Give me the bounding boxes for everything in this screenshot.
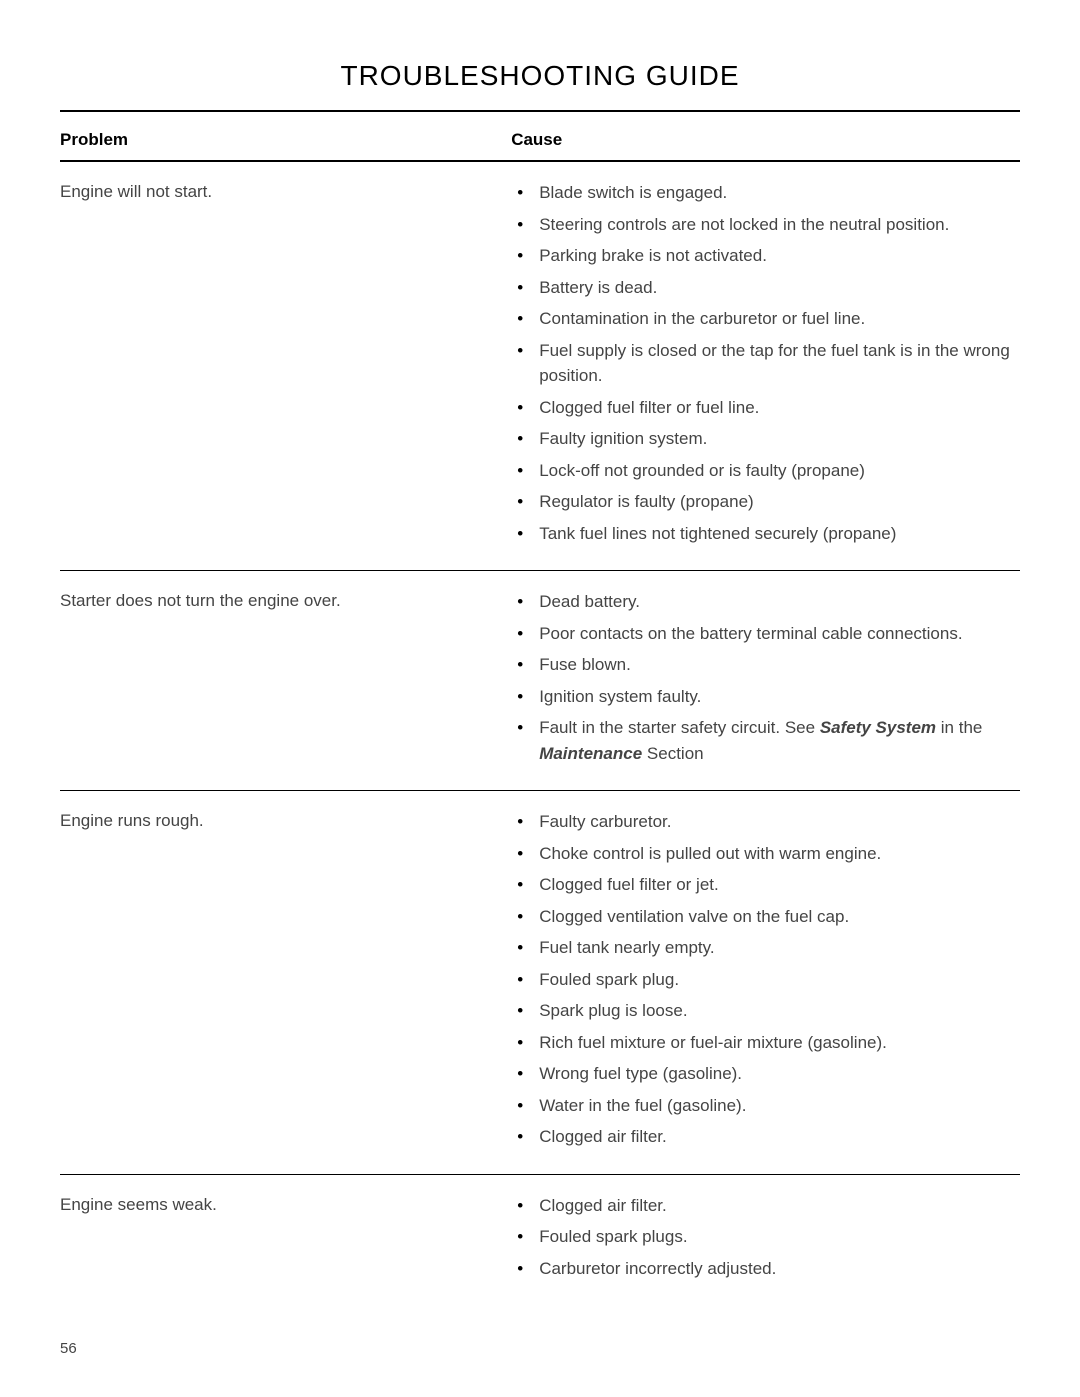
table-row: Engine seems weak.Clogged air filter. Fou… xyxy=(60,1193,1020,1306)
header-rule xyxy=(60,160,1020,162)
cause-item: Regulator is faulty (propane) xyxy=(511,489,1020,515)
cause-item: Dead battery. xyxy=(511,589,1020,615)
cause-item: Faulty carburetor. xyxy=(511,809,1020,835)
cause-item: Fault in the starter safety circuit. See… xyxy=(511,715,1020,766)
problem-cell: Engine will not start. xyxy=(60,180,511,552)
cause-item: Clogged air filter. xyxy=(511,1124,1020,1150)
cause-item: Clogged air filter. xyxy=(511,1193,1020,1219)
cause-list: Clogged air filter. Fouled spark plugs. Ca… xyxy=(511,1193,1020,1282)
cause-cell: Dead battery. Poor contacts on the batter… xyxy=(511,589,1020,772)
cause-item: Clogged fuel filter or fuel line. xyxy=(511,395,1020,421)
cause-item: Fouled spark plug. xyxy=(511,967,1020,993)
table-row: Engine runs rough.Faulty carburetor. Chok… xyxy=(60,809,1020,1174)
cause-item: Rich fuel mixture or fuel-air mixture (g… xyxy=(511,1030,1020,1056)
cause-item: Carburetor incorrectly adjusted. xyxy=(511,1256,1020,1282)
cause-item: Spark plug is loose. xyxy=(511,998,1020,1024)
cause-cell: Clogged air filter. Fouled spark plugs. Ca… xyxy=(511,1193,1020,1288)
cause-list: Faulty carburetor. Choke control is pulle… xyxy=(511,809,1020,1150)
cause-item: Steering controls are not locked in the … xyxy=(511,212,1020,238)
row-divider xyxy=(60,570,1020,571)
problem-cell: Starter does not turn the engine over. xyxy=(60,589,511,772)
cause-item: Fouled spark plugs. xyxy=(511,1224,1020,1250)
cause-item: Blade switch is engaged. xyxy=(511,180,1020,206)
page-title: TROUBLESHOOTING GUIDE xyxy=(60,60,1020,92)
cause-item: Choke control is pulled out with warm en… xyxy=(511,841,1020,867)
cause-item: Fuel tank nearly empty. xyxy=(511,935,1020,961)
cause-item: Clogged fuel filter or jet. xyxy=(511,872,1020,898)
cause-item: Fuel supply is closed or the tap for the… xyxy=(511,338,1020,389)
header-problem: Problem xyxy=(60,130,511,150)
title-rule xyxy=(60,110,1020,112)
cause-item: Battery is dead. xyxy=(511,275,1020,301)
problem-cell: Engine seems weak. xyxy=(60,1193,511,1288)
cause-item: Tank fuel lines not tightened securely (… xyxy=(511,521,1020,547)
cause-item: Parking brake is not activated. xyxy=(511,243,1020,269)
table-row: Starter does not turn the engine over.De… xyxy=(60,589,1020,790)
cause-item: Lock-off not grounded or is faulty (prop… xyxy=(511,458,1020,484)
cause-item: Water in the fuel (gasoline). xyxy=(511,1093,1020,1119)
cause-item: Poor contacts on the battery terminal ca… xyxy=(511,621,1020,647)
cause-item: Contamination in the carburetor or fuel … xyxy=(511,306,1020,332)
header-cause: Cause xyxy=(511,130,1020,150)
cause-list: Blade switch is engaged. Steering control… xyxy=(511,180,1020,546)
cause-item: Faulty ignition system. xyxy=(511,426,1020,452)
cause-item: Ignition system faulty. xyxy=(511,684,1020,710)
cause-item: Fuse blown. xyxy=(511,652,1020,678)
cause-list: Dead battery. Poor contacts on the batter… xyxy=(511,589,1020,766)
cause-item: Clogged ventilation valve on the fuel ca… xyxy=(511,904,1020,930)
problem-cell: Engine runs rough. xyxy=(60,809,511,1156)
cause-cell: Blade switch is engaged. Steering control… xyxy=(511,180,1020,552)
cause-cell: Faulty carburetor. Choke control is pulle… xyxy=(511,809,1020,1156)
cause-item: Wrong fuel type (gasoline). xyxy=(511,1061,1020,1087)
row-divider xyxy=(60,1174,1020,1175)
page-number: 56 xyxy=(60,1340,77,1357)
table-body: Engine will not start.Blade switch is en… xyxy=(60,180,1020,1305)
table-header-row: Problem Cause xyxy=(60,130,1020,150)
table-row: Engine will not start.Blade switch is en… xyxy=(60,180,1020,570)
row-divider xyxy=(60,790,1020,791)
